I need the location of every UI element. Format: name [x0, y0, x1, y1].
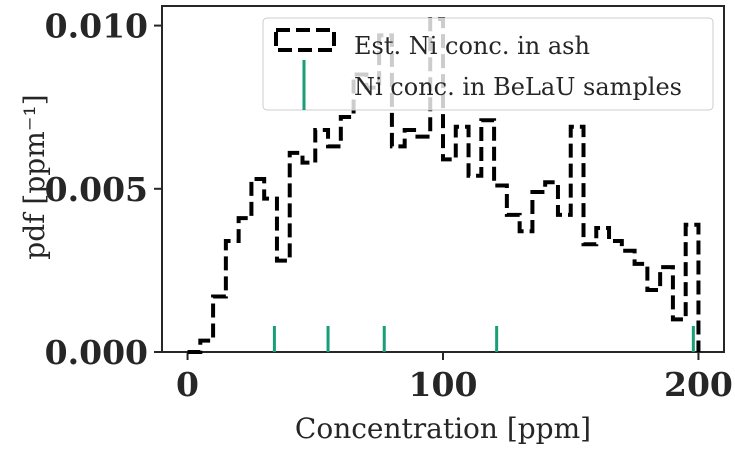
legend-entry-histogram: Est. Ni conc. in ash	[354, 32, 590, 60]
x-tick-label: 0	[176, 365, 199, 404]
y-tick-label: 0.010	[45, 7, 148, 46]
y-tick-label: 0.005	[45, 170, 148, 209]
legend-box	[262, 17, 714, 111]
x-tick-label: 200	[664, 365, 733, 404]
legend-entry-rug: Ni conc. in BeLaU samples	[354, 73, 682, 101]
y-axis-ticks: 0.000 0.005 0.010	[45, 7, 162, 372]
x-tick-label: 100	[409, 365, 478, 404]
x-axis-ticks: 0 100 200	[176, 352, 733, 404]
x-axis-label: Concentration [ppm]	[295, 412, 591, 445]
y-axis-label: pdf [ppm⁻¹]	[18, 94, 51, 259]
y-tick-label: 0.000	[45, 333, 148, 372]
histogram-step-line	[187, 17, 701, 354]
legend-swatch-histogram	[274, 28, 336, 52]
legend: Est. Ni conc. in ash Ni conc. in BeLaU s…	[262, 17, 714, 111]
series-layer	[187, 17, 701, 354]
